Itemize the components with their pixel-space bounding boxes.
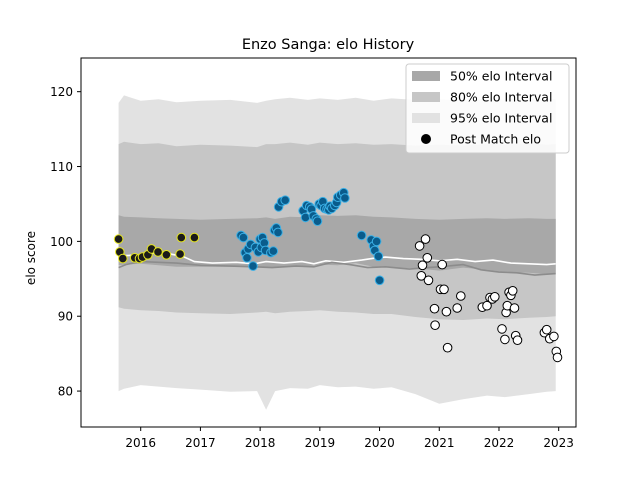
legend-swatch <box>412 92 440 102</box>
data-point <box>497 324 507 334</box>
data-point <box>430 320 440 331</box>
data-point <box>509 303 520 313</box>
data-point <box>441 306 452 317</box>
chart-title: Enzo Sanga: elo History <box>242 37 415 53</box>
data-point <box>437 259 448 270</box>
data-point <box>189 232 200 243</box>
y-tick-label: 100 <box>50 235 73 249</box>
y-axis-label: elo score <box>24 231 38 285</box>
data-point <box>238 232 249 243</box>
x-tick-label: 2021 <box>424 436 455 450</box>
data-point <box>423 275 434 286</box>
legend-swatch <box>412 71 440 81</box>
data-point <box>417 260 428 271</box>
data-point <box>507 286 518 296</box>
data-point <box>175 249 185 259</box>
y-tick-label: 110 <box>50 160 73 174</box>
median-line-2 <box>118 260 556 276</box>
legend: 50% elo Interval 80% elo Interval 95% elo … <box>405 63 570 154</box>
data-point <box>373 251 384 262</box>
data-point <box>268 246 279 256</box>
data-point <box>416 271 427 281</box>
data-point <box>113 234 124 244</box>
data-point <box>512 335 523 346</box>
data-point <box>374 275 385 286</box>
x-tick-label: 2023 <box>543 436 574 450</box>
legend-label: Post Match elo <box>450 132 541 147</box>
data-point <box>482 300 492 311</box>
x-tick-label: 2018 <box>245 436 276 450</box>
data-point <box>549 331 559 342</box>
y-tick-label: 120 <box>50 85 73 99</box>
data-point <box>490 292 500 302</box>
legend-box <box>405 63 570 154</box>
data-point <box>248 261 258 271</box>
legend-swatch <box>412 113 440 123</box>
x-tick-label: 2016 <box>125 436 156 450</box>
data-point <box>273 227 283 238</box>
x-tick-label: 2020 <box>364 436 395 450</box>
data-point <box>420 234 431 244</box>
plot-frame <box>80 57 577 428</box>
data-point <box>452 303 463 313</box>
plot-area: 2016 2017 2018 2019 2020 2021 2022 2023 80 90 100 1… <box>50 57 577 450</box>
data-point <box>414 241 425 251</box>
data-point <box>500 334 510 345</box>
legend-label: 80% elo Interval <box>450 90 552 105</box>
x-tick-label: 2019 <box>305 436 336 450</box>
data-point <box>176 232 187 243</box>
data-point <box>371 236 382 247</box>
data-point <box>300 212 311 223</box>
data-point <box>161 250 172 260</box>
data-point <box>429 303 440 314</box>
data-point <box>242 252 252 263</box>
data-point <box>118 253 128 264</box>
data-point <box>456 291 466 301</box>
legend-label: 50% elo Interval <box>450 69 552 84</box>
data-point <box>439 284 449 295</box>
data-point <box>356 230 367 241</box>
data-point <box>312 216 323 226</box>
x-tick-label: 2022 <box>484 436 515 450</box>
data-point <box>280 195 291 205</box>
data-point <box>552 352 563 363</box>
data-point <box>153 247 163 257</box>
legend-marker <box>421 134 431 144</box>
y-tick-label: 80 <box>58 385 73 399</box>
x-tick-label: 2017 <box>185 436 216 450</box>
data-point <box>541 324 552 335</box>
y-tick-label: 90 <box>58 310 73 324</box>
legend-label: 95% elo Interval <box>450 111 552 126</box>
data-point <box>442 342 453 353</box>
data-point <box>422 252 433 263</box>
data-point <box>340 193 350 203</box>
